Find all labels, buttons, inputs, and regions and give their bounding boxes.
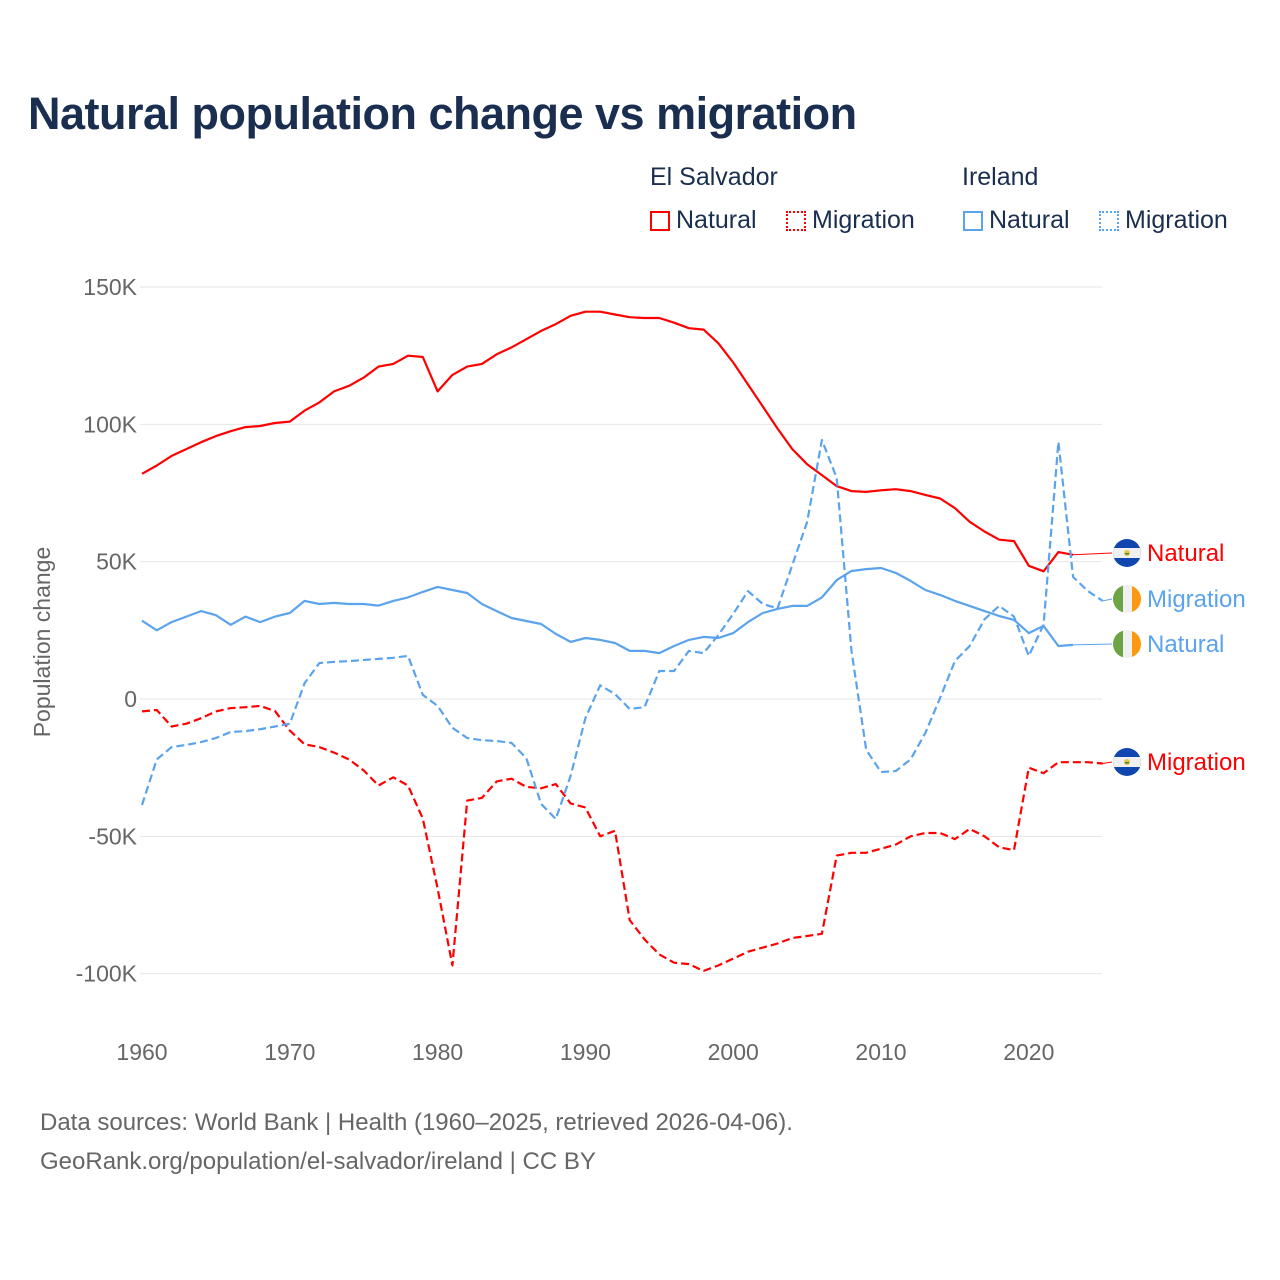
y-tick-label: 0 (124, 686, 137, 712)
chart-title: Natural population change vs migration (28, 88, 857, 139)
y-tick-label: 150K (83, 274, 137, 300)
legend-swatch-solid-icon (963, 210, 983, 231)
legend-label: Migration (1125, 206, 1228, 234)
x-tick-label: 1980 (412, 1039, 463, 1065)
flag-el-salvador-icon (1113, 748, 1141, 776)
legend-label: Migration (812, 206, 915, 234)
legend-swatch-solid-icon (650, 210, 670, 231)
end-label-connector (1073, 552, 1113, 556)
end-label-connector (1102, 761, 1113, 765)
legend-item-el-salvador-natural[interactable]: Natural (650, 206, 757, 235)
end-label-connector (1102, 598, 1113, 602)
legend-item-el-salvador-migration[interactable]: Migration (786, 206, 915, 235)
legend-label: Natural (676, 206, 757, 234)
x-tick-label: 1990 (560, 1039, 611, 1065)
flag-el-salvador-icon (1113, 539, 1141, 567)
x-tick-label: 1960 (116, 1039, 167, 1065)
legend-swatch-dotted-icon (1099, 210, 1119, 231)
legend-item-ireland-migration[interactable]: Migration (1099, 206, 1228, 235)
x-tick-label: 1970 (264, 1039, 315, 1065)
footer-sources: Data sources: World Bank | Health (1960–… (40, 1109, 793, 1136)
legend-group-el-salvador: El Salvador (650, 163, 778, 191)
end-label: Migration (1147, 749, 1246, 776)
series-line-ireland-natural (141, 566, 1074, 655)
y-axis-label: Population change (29, 547, 55, 738)
flag-ireland-icon (1113, 585, 1141, 613)
end-label: Natural (1147, 540, 1224, 567)
legend-item-ireland-natural[interactable]: Natural (963, 206, 1070, 235)
series-line-ireland-migration (140, 438, 1104, 821)
end-label: Natural (1147, 631, 1224, 658)
end-label: Migration (1147, 586, 1246, 613)
end-label-connector (1073, 643, 1113, 646)
y-tick-label: 50K (96, 549, 138, 575)
series-line-el-salvador-migration (141, 704, 1103, 972)
x-tick-label: 2010 (855, 1039, 906, 1065)
x-tick-label: 2020 (1003, 1039, 1054, 1065)
y-tick-label: -100K (76, 961, 138, 987)
flag-ireland-icon (1113, 630, 1141, 658)
y-tick-label: -50K (88, 823, 137, 849)
x-tick-label: 2000 (708, 1039, 759, 1065)
footer-attribution: GeoRank.org/population/el-salvador/irela… (40, 1148, 596, 1175)
series-line-el-salvador-natural (141, 310, 1074, 573)
legend-swatch-dotted-icon (786, 210, 806, 231)
legend-label: Natural (989, 206, 1070, 234)
y-tick-label: 100K (83, 411, 137, 437)
legend-group-ireland: Ireland (962, 163, 1039, 191)
